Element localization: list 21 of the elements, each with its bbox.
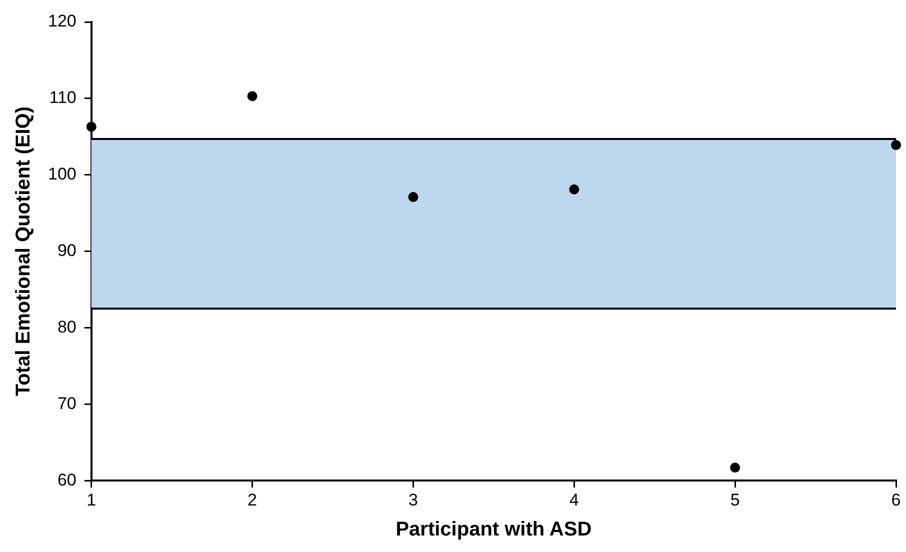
x-tick-label: 4 (569, 490, 579, 510)
point (891, 140, 901, 150)
x-tick-label: 1 (86, 490, 96, 510)
y-tick-label: 60 (57, 470, 76, 490)
point (86, 122, 96, 132)
point (569, 184, 580, 194)
y-tick-label: 110 (49, 88, 76, 108)
y-axis-title: Total Emotional Quotient (EIQ) (12, 106, 35, 396)
y-tick-label: 80 (57, 317, 76, 336)
x-tick-label: 2 (248, 490, 258, 510)
point (408, 192, 418, 202)
y-tick-label: 120 (48, 12, 76, 31)
x-tick-label: 3 (408, 490, 418, 510)
x-axis-title: Participant with ASD (396, 518, 592, 541)
point (730, 462, 740, 473)
y-tick-label: 70 (57, 394, 76, 413)
x-tick-label: 6 (891, 490, 901, 510)
y-tick-label: 90 (57, 240, 76, 260)
y-tick-label: 100 (48, 164, 76, 184)
point (247, 91, 258, 102)
x-tick-label: 5 (730, 490, 740, 510)
